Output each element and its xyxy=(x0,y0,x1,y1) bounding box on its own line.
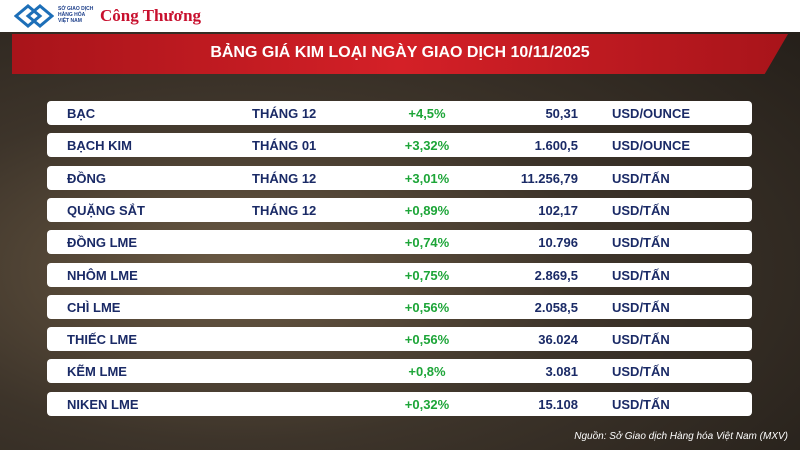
table-row: NIKEN LME +0,32% 15.108 USD/TẤN xyxy=(47,391,752,416)
logo-line: HÀNG HÓA xyxy=(58,12,86,18)
cell-unit: USD/TẤN xyxy=(612,235,670,251)
cell-value: 2.869,5 xyxy=(534,267,578,283)
cell-unit: USD/TẤN xyxy=(612,267,670,283)
brand: Công Thương xyxy=(100,6,202,25)
cell-month: THÁNG 01 xyxy=(252,138,317,154)
cell-value: 36.024 xyxy=(538,332,578,348)
cell-change: +0,89% xyxy=(404,202,450,218)
cell-name: NIKEN LME xyxy=(67,396,139,412)
cell-name: NHÔM LME xyxy=(67,267,138,283)
cell-unit: USD/TẤN xyxy=(612,202,670,218)
cell-unit: USD/TẤN xyxy=(612,364,670,380)
cell-unit: USD/OUNCE xyxy=(612,138,691,154)
cell-value: 3.081 xyxy=(545,364,578,380)
cell-unit: USD/TẤN xyxy=(612,299,670,315)
logo-text: SỞ GIAO DỊCH HÀNG HÓA VIỆT NAM xyxy=(58,6,93,24)
top-bar: SỞ GIAO DỊCH HÀNG HÓA VIỆT NAM Công Thương xyxy=(0,0,800,32)
source: Nguồn: Sở Giao dịch Hàng hóa Việt Nam (M… xyxy=(574,431,788,442)
table-row: BẠCH KIM THÁNG 01 +3,32% 1.600,5 USD/OUNCE xyxy=(47,133,752,158)
cell-name: QUẶNG SẮT xyxy=(67,202,145,218)
title-banner xyxy=(12,34,788,74)
table-row: BẠC THÁNG 12 +4,5% 50,31 USD/OUNCE xyxy=(47,101,752,125)
cell-change: +3,32% xyxy=(404,138,450,154)
cell-unit: USD/TẤN xyxy=(612,396,670,412)
cell-month: THÁNG 12 xyxy=(252,170,317,186)
cell-change: +0,74% xyxy=(404,235,450,251)
cell-unit: USD/OUNCE xyxy=(612,106,691,121)
logo-line: SỞ GIAO DỊCH xyxy=(58,6,94,12)
table-row: ĐỒNG THÁNG 12 +3,01% 11.256,79 USD/TẤN xyxy=(47,165,752,190)
cell-name: ĐỒNG LME xyxy=(67,235,138,251)
cell-name: ĐỒNG xyxy=(67,170,106,186)
cell-change: +0,56% xyxy=(404,299,450,315)
cell-name: KẼM LME xyxy=(67,364,127,380)
table-row: QUẶNG SẮT THÁNG 12 +0,89% 102,17 USD/TẤN xyxy=(47,197,752,222)
cell-value: 1.600,5 xyxy=(534,138,578,154)
cell-name: BẠCH KIM xyxy=(67,138,132,154)
cell-change: +3,01% xyxy=(404,170,450,186)
cell-change: +0,56% xyxy=(404,332,450,348)
cell-change: +0,32% xyxy=(404,396,450,412)
table-row: KẼM LME +0,8% 3.081 USD/TẤN xyxy=(47,359,752,384)
cell-name: CHÌ LME xyxy=(67,299,121,315)
cell-unit: USD/TẤN xyxy=(612,332,670,348)
cell-name: BẠC xyxy=(67,106,96,121)
table-row: ĐỒNG LME +0,74% 10.796 USD/TẤN xyxy=(47,230,752,255)
cell-value: 15.108 xyxy=(538,396,578,412)
cell-value: 2.058,5 xyxy=(534,299,578,315)
cell-unit: USD/TẤN xyxy=(612,170,670,186)
logo-line: VIỆT NAM xyxy=(58,18,82,24)
cell-change: +0,75% xyxy=(404,267,450,283)
cell-change: +0,8% xyxy=(408,364,446,380)
cell-month: THÁNG 12 xyxy=(252,106,317,121)
title: BẢNG GIÁ KIM LOẠI NGÀY GIAO DỊCH 10/11/2… xyxy=(210,44,590,61)
cell-value: 11.256,79 xyxy=(520,170,578,186)
table-row: CHÌ LME +0,56% 2.058,5 USD/TẤN xyxy=(47,294,752,319)
cell-change: +4,5% xyxy=(408,106,446,121)
cell-value: 50,31 xyxy=(545,106,578,121)
table-row: NHÔM LME +0,75% 2.869,5 USD/TẤN xyxy=(47,262,752,287)
cell-month: THÁNG 12 xyxy=(252,202,317,218)
cell-name: THIẾC LME xyxy=(67,332,138,348)
logo-icon xyxy=(14,4,54,28)
cell-value: 10.796 xyxy=(538,235,578,251)
cell-value: 102,17 xyxy=(538,202,578,218)
table-row: THIẾC LME +0,56% 36.024 USD/TẤN xyxy=(47,327,752,352)
